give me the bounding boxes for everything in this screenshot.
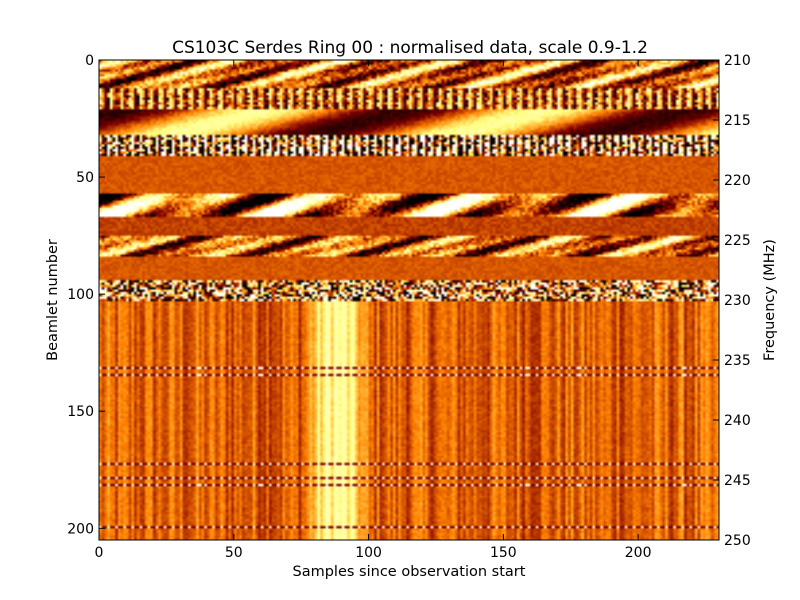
y-right-tick-label: 245 — [724, 473, 751, 489]
y-axis-label: Beamlet number — [45, 239, 61, 361]
heatmap-raster — [99, 60, 719, 540]
y-tick-label: 0 — [85, 53, 94, 69]
chart-title: CS103C Serdes Ring 00 : normalised data,… — [172, 38, 648, 58]
x-axis-label: Samples since observation start — [293, 564, 526, 580]
x-tick-label: 50 — [225, 545, 243, 561]
y-right-tick-label: 250 — [724, 533, 751, 549]
x-tick-label: 200 — [625, 545, 652, 561]
y-right-tick-label: 240 — [724, 413, 751, 429]
y-tick-label: 150 — [67, 404, 94, 420]
y-right-tick-label: 235 — [724, 353, 751, 369]
y-right-tick-label: 230 — [724, 293, 751, 309]
y-right-tick-label: 215 — [724, 113, 751, 129]
x-tick-label: 100 — [355, 545, 382, 561]
y-axis-right-label: Frequency (MHz) — [762, 239, 778, 361]
y-tick-label: 200 — [67, 521, 94, 537]
x-tick-label: 150 — [490, 545, 517, 561]
y-tick-label: 50 — [76, 170, 94, 186]
x-axis: 0 50 100 150 200 — [95, 60, 652, 561]
y-right-tick-label: 225 — [724, 233, 751, 249]
heatmap-image — [99, 60, 719, 540]
y-right-tick-label: 210 — [724, 53, 751, 69]
y-tick-label: 100 — [67, 287, 94, 303]
y-right-tick-label: 220 — [724, 173, 751, 189]
y-axis-right: 210 215 220 225 230 235 240 245 250 — [713, 53, 751, 549]
y-axis-left: 0 50 100 150 200 — [67, 53, 105, 537]
x-tick-label: 0 — [95, 545, 104, 561]
